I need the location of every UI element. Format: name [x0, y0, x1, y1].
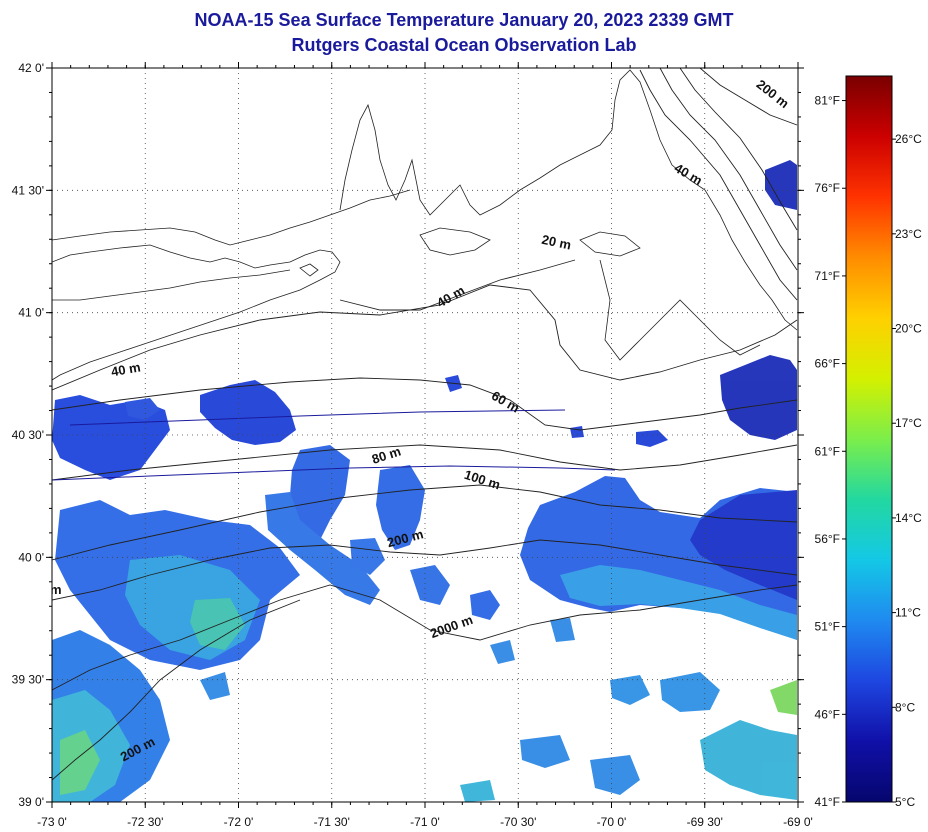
cape-cod-outline [611, 69, 798, 331]
sst-patch-east-light [560, 565, 797, 640]
isobath-40m-north [52, 284, 798, 391]
isobath-200m [52, 539, 798, 601]
sst-patch-south-7 [490, 640, 515, 664]
x-tick-label: -71 0' [410, 815, 440, 829]
x-tick-label: -72 0' [224, 815, 254, 829]
isobath-label: 40 m [110, 359, 142, 379]
ct-coastline [52, 189, 411, 246]
sst-patch-south-5 [520, 735, 570, 768]
x-tick-label: -72 30' [127, 815, 163, 829]
colorbar-fahrenheit-labels: 81°F 76°F 71°F 66°F 61°F 56°F 51°F 46°F 41°F [815, 94, 840, 809]
x-tick-label: -70 0' [597, 815, 627, 829]
long-island-outline [52, 244, 341, 381]
sst-patch-mid-2 [265, 492, 380, 605]
y-tick-label: 40 30' [12, 428, 44, 442]
x-tick-label: -70 30' [500, 815, 536, 829]
colorbar-fahrenheit-label: 46°F [815, 707, 840, 721]
x-tick-label: -69 0' [783, 815, 813, 829]
y-tick-label: 41 30' [12, 183, 44, 197]
colorbar-ticks [842, 100, 896, 803]
sst-patch-li-small [125, 398, 160, 420]
long-island-inner [52, 269, 291, 301]
sst-patch-mid-6 [350, 538, 385, 575]
sst-patch-south-1 [610, 675, 650, 705]
colorbar-fahrenheit-label: 66°F [815, 357, 840, 371]
isobath-label: 20 m [540, 232, 572, 253]
y-tick-label: 41 0' [18, 306, 44, 320]
colorbar-fahrenheit-label: 41°F [815, 795, 840, 809]
colorbar-celsius-label: 14°C [895, 511, 922, 525]
sst-patch-south-8 [460, 780, 495, 802]
sst-patch-li-central [200, 380, 296, 445]
sst-patch-west-green [190, 598, 245, 650]
map-title: NOAA-15 Sea Surface Temperature January … [194, 10, 734, 30]
track-line-2 [52, 465, 616, 481]
isobath-layer [52, 68, 798, 781]
sst-patch-south-3 [700, 720, 797, 800]
isobath-100m [52, 484, 798, 561]
colorbar-celsius-label: 17°C [895, 416, 922, 430]
map-subtitle: Rutgers Coastal Ocean Observation Lab [291, 35, 637, 55]
isobath-2000m [52, 584, 798, 691]
colorbar-fahrenheit-label: 81°F [815, 94, 840, 108]
y-tick-label: 39 0' [18, 795, 44, 809]
colorbar-celsius-label: 20°C [895, 322, 922, 336]
colorbar-celsius-label: 11°C [895, 606, 921, 620]
isobath-gom-1 [639, 69, 798, 301]
colorbar-fahrenheit-label: 71°F [815, 269, 840, 283]
isobath-label: m [50, 582, 62, 597]
y-tick-label: 39 30' [12, 673, 44, 687]
isobath-20m [339, 259, 576, 311]
sst-patch-small-2 [570, 426, 584, 438]
sst-patch-ne-2 [720, 355, 797, 440]
sst-patch-ne-1 [765, 160, 797, 210]
colorbar [845, 75, 893, 803]
axis-ticks [46, 62, 804, 808]
marthas-vineyard-outline [419, 227, 491, 256]
isobath-80m [52, 444, 798, 481]
isobath-gom-3 [679, 68, 798, 231]
nantucket-outline [579, 231, 641, 257]
sst-patch-south-4 [770, 680, 797, 715]
colorbar-celsius-label: 8°C [895, 700, 915, 714]
sst-patch-mid-3 [376, 465, 425, 550]
y-axis-labels: 42 0' 41 30' 41 0' 40 30' 40 0' 39 30' 39 0' [12, 61, 44, 809]
sst-patch-southwest-green [60, 730, 100, 795]
sst-patch-south-10 [200, 672, 230, 700]
isobath-gom-2 [659, 68, 798, 271]
colorbar-celsius-label: 26°C [895, 132, 922, 146]
x-axis-labels: -73 0' -72 30' -72 0' -71 30' -71 0' -70 30' -… [37, 815, 813, 829]
y-tick-label: 40 0' [18, 550, 44, 564]
block-island-outline [299, 263, 319, 277]
sst-patch-south-6 [590, 755, 640, 795]
x-tick-label: -69 30' [687, 815, 723, 829]
ri-bay-outline [339, 103, 613, 216]
isobath-gom-4 [699, 68, 798, 126]
isobath-200m-sw [52, 599, 301, 781]
sst-patch-mid-5 [470, 590, 500, 620]
sst-patch-south-2 [660, 672, 720, 712]
colorbar-celsius-label: 5°C [895, 795, 915, 809]
colorbar-fahrenheit-label: 56°F [815, 532, 840, 546]
isobath-60m [52, 377, 798, 431]
shoals-outline [599, 259, 761, 361]
x-tick-label: -71 30' [314, 815, 350, 829]
colorbar-celsius-label: 23°C [895, 227, 922, 241]
colorbar-fahrenheit-label: 51°F [815, 620, 840, 634]
colorbar-fahrenheit-label: 61°F [815, 444, 840, 458]
colorbar-celsius-labels: 26°C 23°C 20°C 17°C 14°C 11°C 8°C 5°C [895, 132, 922, 809]
y-tick-label: 42 0' [18, 61, 44, 75]
sst-patch-south-9 [550, 618, 575, 642]
coastline-layer [52, 69, 798, 381]
sst-patch-mid-4 [410, 565, 450, 605]
colorbar-fahrenheit-label: 76°F [815, 181, 840, 195]
x-tick-label: -73 0' [37, 815, 67, 829]
sst-patch-small-3 [636, 430, 668, 447]
track-line-1 [69, 409, 566, 426]
sst-data-layer [52, 160, 797, 802]
